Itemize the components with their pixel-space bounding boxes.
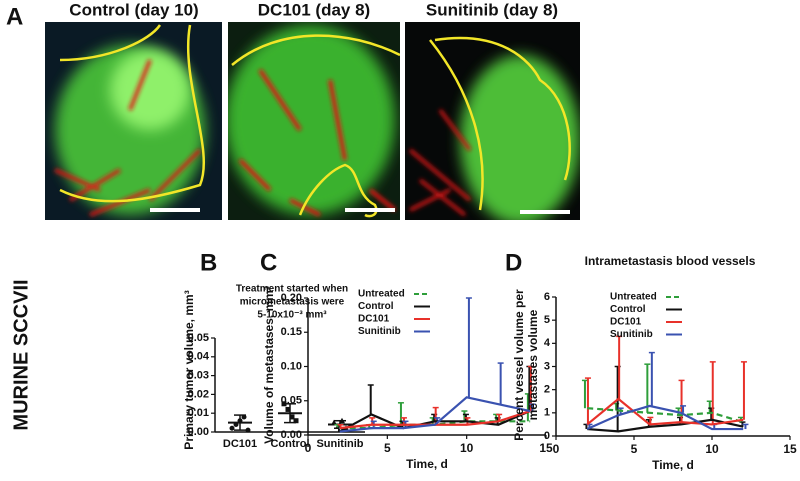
legend-label: Control xyxy=(358,301,394,312)
data-point xyxy=(285,406,291,412)
panel-label: C xyxy=(260,249,277,276)
y-axis-label: Percent vessel volume per xyxy=(512,289,526,441)
y-tick-label: 0.05 xyxy=(281,395,302,407)
y-tick-label: 5 xyxy=(544,314,550,326)
legend-label: DC101 xyxy=(358,314,390,325)
x-tick-label: 15 xyxy=(783,442,797,456)
micrograph xyxy=(228,22,400,220)
legend-label: Untreated xyxy=(358,289,405,300)
data-point xyxy=(289,414,295,420)
x-tick-label: 5 xyxy=(384,441,391,455)
y-axis-label: Volume of metastases, mm³ xyxy=(262,286,276,444)
image-title: Control (day 10) xyxy=(69,0,198,19)
side-label: MURINE SCCVII xyxy=(10,279,32,430)
y-tick-label: 0.20 xyxy=(281,292,302,304)
x-tick-label: Control xyxy=(270,438,309,450)
legend-label: Control xyxy=(610,304,646,315)
x-tick-label: 0 xyxy=(553,442,560,456)
chart-title: Treatment started when xyxy=(236,284,348,295)
y-tick-label: 0 xyxy=(544,430,550,442)
y-tick-label: 0.00 xyxy=(188,426,209,438)
legend-label: Sunitinib xyxy=(610,329,653,340)
y-tick-label: 6 xyxy=(544,291,550,303)
series-line xyxy=(587,418,744,433)
x-tick-label: 0 xyxy=(305,441,312,455)
y-tick-label: 0.02 xyxy=(188,388,209,400)
y-tick-label: 1 xyxy=(544,407,550,419)
x-tick-label: 5 xyxy=(631,442,638,456)
data-point xyxy=(229,425,235,431)
data-point xyxy=(293,418,299,424)
y-tick-label: 2 xyxy=(544,384,550,396)
x-tick-label: DC101 xyxy=(223,438,257,450)
x-tick-label: 15 xyxy=(539,441,553,455)
legend-label: Untreated xyxy=(610,292,657,303)
image-title: DC101 (day 8) xyxy=(258,0,370,19)
series-line xyxy=(586,397,744,426)
chart-title: 5-10x10⁻³ mm³ xyxy=(257,310,327,321)
panel-label: B xyxy=(200,249,217,276)
x-axis-label: Time, d xyxy=(406,457,448,471)
x-axis-label: Time, d xyxy=(652,458,694,472)
y-tick-label: 0.00 xyxy=(281,429,302,441)
image-title: Sunitinib (day 8) xyxy=(426,0,558,19)
y-tick-label: 0.15 xyxy=(281,326,302,338)
data-point xyxy=(245,427,251,433)
legend-label: DC101 xyxy=(610,317,642,328)
series-line xyxy=(586,404,744,431)
y-tick-label: 0.01 xyxy=(188,407,209,419)
x-tick-label: 10 xyxy=(705,442,719,456)
y-axis-label: metastases volume xyxy=(526,309,540,420)
chart-title: micrometastasis were xyxy=(240,297,345,308)
y-tick-label: 0.10 xyxy=(281,360,302,372)
legend-label: Sunitinib xyxy=(358,326,401,337)
y-tick-label: 4 xyxy=(544,337,551,349)
y-tick-label: 0.03 xyxy=(188,370,209,382)
micrograph xyxy=(45,22,222,220)
y-tick-label: 0.05 xyxy=(188,332,209,344)
panel-label: D xyxy=(505,249,522,276)
x-tick-label: 10 xyxy=(460,441,474,455)
series-line xyxy=(339,396,531,433)
panel-label: A xyxy=(6,3,23,30)
chart-title: Intrametastasis blood vessels xyxy=(585,254,756,268)
series-line xyxy=(339,410,531,433)
series-line xyxy=(587,407,744,424)
x-tick-label: Sunitinib xyxy=(316,438,363,450)
y-tick-label: 3 xyxy=(544,360,550,372)
micrograph xyxy=(405,22,580,220)
y-axis-label: Primary tumor volume, mm³ xyxy=(182,290,196,449)
y-tick-label: 0.04 xyxy=(188,351,210,363)
